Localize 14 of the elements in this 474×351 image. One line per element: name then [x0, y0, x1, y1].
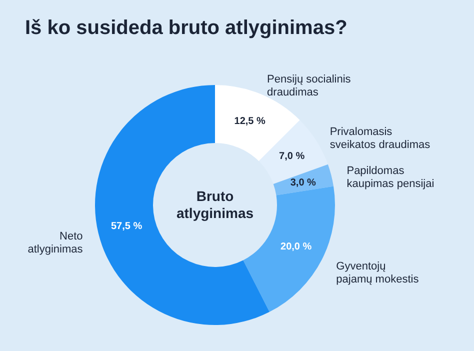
donut-slice [95, 85, 270, 325]
slice-label: Pensijų socialinis draudimas [267, 73, 352, 98]
data-label: 12,5 % [234, 116, 266, 127]
text: Bruto atlyginimas [176, 188, 254, 221]
chart-title: Iš ko susideda bruto atlyginimas? [25, 17, 348, 39]
data-label: 7,0 % [279, 151, 305, 162]
data-label: 20,0 % [280, 241, 312, 252]
slice-label: Gyventojų pajamų mokestis [336, 260, 420, 286]
slice-label: Papildomas kaupimas pensijai [346, 165, 434, 190]
donut-slice [273, 164, 334, 196]
data-label: 57,5 % [110, 221, 142, 232]
slice-label: Privalomasis sveikatos draudimas [330, 126, 431, 152]
data-label: 3,0 % [290, 177, 316, 188]
slice-label: Neto atlyginimas [28, 230, 84, 256]
